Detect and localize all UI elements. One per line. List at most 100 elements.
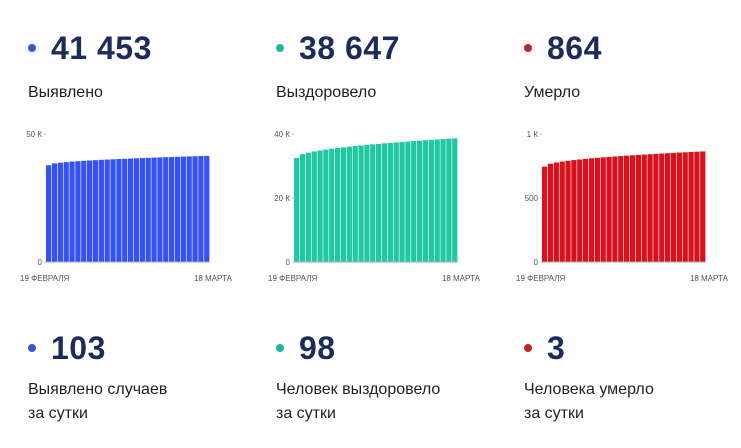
x-start-label: 19 ФЕВРАЛЯ xyxy=(516,274,565,283)
bar xyxy=(387,142,393,262)
chart-died-svg: 0 500 1 К 19 ФЕВРАЛЯ 18 МАРТА xyxy=(516,130,729,283)
bar xyxy=(75,161,81,262)
bar xyxy=(624,155,630,262)
bar xyxy=(405,141,411,262)
died-label: Умерло xyxy=(524,84,581,101)
died-total: 864 xyxy=(547,29,602,66)
bar xyxy=(647,154,653,262)
bar xyxy=(294,158,300,262)
bar xyxy=(157,157,163,262)
recovered-daily-label-1: Человек выздоровело xyxy=(276,381,441,398)
bar xyxy=(606,156,612,262)
recovered-label: Выздоровело xyxy=(276,84,377,101)
recovered-total: 38 647 xyxy=(299,29,400,66)
stat-detected: 41 453 Выявлено xyxy=(28,28,152,105)
stat-died: 864 Умерло xyxy=(524,28,602,105)
bar xyxy=(180,156,186,262)
x-start-label: 19 ФЕВРАЛЯ xyxy=(268,274,317,283)
chart-died: 0 500 1 К 19 ФЕВРАЛЯ 18 МАРТА xyxy=(506,126,741,286)
detected-daily-dot xyxy=(28,344,36,352)
bar xyxy=(700,151,706,262)
bar xyxy=(676,152,682,262)
bar xyxy=(428,139,434,262)
recovered-daily-value: 98 xyxy=(299,329,336,366)
bar xyxy=(618,156,624,262)
bar xyxy=(682,152,688,262)
bar xyxy=(653,153,659,262)
x-end-label: 18 МАРТА xyxy=(194,274,233,283)
bar xyxy=(69,161,75,262)
bar xyxy=(452,138,458,262)
chart-detected: 0 50 К 19 ФЕВРАЛЯ 18 МАРТА xyxy=(10,126,250,286)
bar xyxy=(393,142,399,262)
bar xyxy=(571,160,577,262)
bar xyxy=(145,157,151,262)
bar xyxy=(110,159,116,262)
bar xyxy=(670,152,677,262)
bar xyxy=(335,147,341,262)
bar xyxy=(440,139,446,262)
x-start-label: 19 ФЕВРАЛЯ xyxy=(20,274,69,283)
bar xyxy=(139,158,145,262)
detected-label: Выявлено xyxy=(28,84,103,101)
bar xyxy=(446,138,452,262)
bar xyxy=(688,151,694,262)
bar xyxy=(186,156,192,262)
bar xyxy=(311,151,317,262)
stat-detected-daily: 103 Выявлено случаев за сутки xyxy=(28,328,167,426)
bar xyxy=(665,153,671,262)
bar xyxy=(323,149,329,262)
bar xyxy=(87,160,93,262)
bar xyxy=(104,159,110,262)
y-tick-label: 50 К xyxy=(26,130,42,139)
bar xyxy=(559,161,565,262)
bar xyxy=(583,158,589,262)
bar xyxy=(422,140,429,262)
bar xyxy=(600,157,606,262)
chart-recovered: 0 20 К 40 К 19 ФЕВРАЛЯ 18 МАРТА xyxy=(258,126,498,286)
bar xyxy=(641,154,647,262)
detected-daily-label-1: Выявлено случаев xyxy=(28,381,168,398)
recovered-dot xyxy=(276,44,284,52)
bar xyxy=(376,143,382,262)
died-daily-label-1: Человека умерло xyxy=(524,381,654,398)
bar xyxy=(116,158,122,262)
bar xyxy=(364,144,370,262)
died-dot xyxy=(524,44,532,52)
bar xyxy=(51,163,58,262)
bar xyxy=(547,163,554,262)
detected-daily-value: 103 xyxy=(51,329,106,366)
bar xyxy=(204,155,210,262)
bar xyxy=(565,160,571,262)
y-tick-label: 500 xyxy=(525,194,539,203)
bar xyxy=(694,151,700,262)
recovered-daily-dot xyxy=(276,344,284,352)
bar xyxy=(81,160,87,262)
bar xyxy=(381,143,388,262)
bar xyxy=(198,156,204,262)
bar xyxy=(352,146,358,262)
bar xyxy=(46,165,52,262)
bar xyxy=(305,152,311,262)
died-daily-label-2: за сутки xyxy=(524,405,584,422)
bar xyxy=(163,157,169,262)
detected-daily-label-2: за сутки xyxy=(28,405,88,422)
y-tick-label: 40 К xyxy=(274,130,290,139)
x-end-label: 18 МАРТА xyxy=(442,274,481,283)
y-tick-label: 20 К xyxy=(274,194,290,203)
bar xyxy=(174,156,181,262)
bar xyxy=(612,156,618,262)
stat-recovered: 38 647 Выздоровело xyxy=(276,28,400,105)
bar xyxy=(57,162,63,262)
bar xyxy=(317,150,323,262)
bar xyxy=(411,141,417,262)
bar xyxy=(399,141,405,262)
y-tick-label: 1 К xyxy=(527,130,539,139)
y-tick-label: 0 xyxy=(534,258,539,267)
bar xyxy=(577,159,583,262)
stat-recovered-daily: 98 Человек выздоровело за сутки xyxy=(276,328,440,426)
chart-recovered-svg: 0 20 К 40 К 19 ФЕВРАЛЯ 18 МАРТА xyxy=(268,130,481,283)
bar xyxy=(629,155,636,262)
bar xyxy=(151,157,157,262)
bar xyxy=(588,158,595,262)
